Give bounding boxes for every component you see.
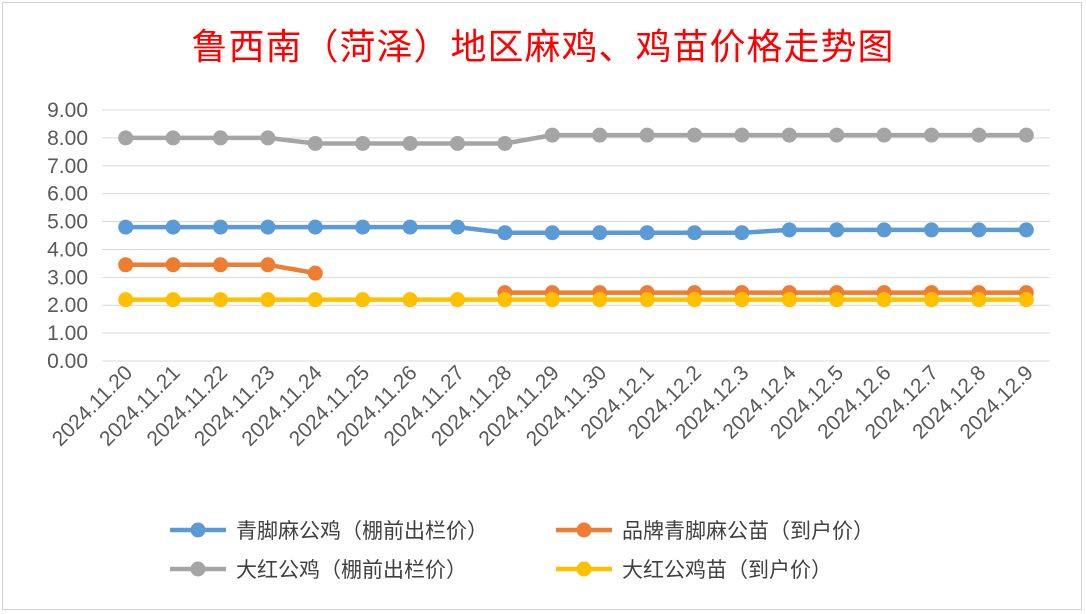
data-point [734, 127, 750, 143]
legend-marker [190, 561, 206, 577]
data-point [734, 292, 750, 308]
data-point [592, 225, 608, 241]
series-3 [118, 292, 1034, 308]
data-point [924, 127, 939, 143]
data-point [1018, 222, 1034, 238]
data-point [829, 222, 845, 238]
data-point [639, 127, 655, 143]
data-point [165, 257, 181, 273]
data-point [450, 219, 465, 235]
data-point [829, 292, 845, 308]
data-point [118, 292, 134, 308]
data-point [307, 265, 323, 281]
data-point [260, 219, 276, 235]
data-point [450, 292, 465, 308]
data-point [592, 127, 608, 143]
data-point [213, 219, 228, 235]
data-point [734, 225, 750, 241]
data-point [544, 225, 560, 241]
data-point [402, 292, 418, 308]
data-point [924, 292, 939, 308]
data-point [687, 292, 702, 308]
legend-label: 品牌青脚麻公苗（到户价） [622, 519, 874, 543]
legend-marker [576, 522, 592, 538]
data-point [307, 292, 323, 308]
data-point [497, 225, 513, 241]
data-point [497, 135, 513, 151]
data-point [781, 127, 797, 143]
data-point [639, 225, 655, 241]
series-line [125, 132, 1027, 146]
legend-label: 大红公鸡苗（到户价） [622, 558, 832, 582]
chart-title: 鲁西南（菏泽）地区麻鸡、鸡苗价格走势图 [191, 27, 895, 68]
legend-label: 大红公鸡（棚前出栏价） [236, 558, 467, 582]
data-point [924, 222, 939, 238]
legend-marker [576, 561, 592, 577]
data-point [1018, 127, 1034, 143]
data-point [118, 257, 134, 273]
data-point [213, 257, 228, 273]
data-point [876, 222, 892, 238]
data-point [355, 135, 371, 151]
data-point [544, 292, 560, 308]
y-tick-label: 1.00 [47, 322, 88, 345]
data-point [118, 130, 134, 146]
data-point [307, 219, 323, 235]
data-point [260, 292, 276, 308]
data-point [402, 219, 418, 235]
y-tick-label: 2.00 [47, 294, 88, 317]
data-point [402, 135, 418, 151]
data-point [687, 127, 702, 143]
data-point [355, 292, 371, 308]
y-tick-label: 7.00 [47, 155, 88, 178]
data-point [876, 127, 892, 143]
series-1 [118, 257, 1034, 301]
y-tick-label: 4.00 [47, 238, 88, 261]
data-point [213, 130, 228, 146]
data-point [165, 219, 181, 235]
legend-label: 青脚麻公鸡（棚前出栏价） [236, 519, 488, 543]
data-point [355, 219, 371, 235]
data-point [260, 257, 276, 273]
data-point [971, 127, 987, 143]
legend-marker [190, 522, 206, 538]
y-tick-label: 6.00 [47, 183, 88, 206]
y-tick-label: 5.00 [47, 211, 88, 234]
series-line [125, 224, 1027, 235]
y-tick-label: 8.00 [47, 127, 88, 150]
data-point [213, 292, 228, 308]
data-point [118, 219, 134, 235]
series-2 [118, 127, 1034, 151]
data-point [781, 222, 797, 238]
data-point [971, 222, 987, 238]
data-point [971, 292, 987, 308]
data-point [165, 292, 181, 308]
y-tick-label: 0.00 [47, 350, 88, 373]
data-point [544, 127, 560, 143]
data-point [687, 225, 702, 241]
data-point [1018, 292, 1034, 308]
data-point [260, 130, 276, 146]
data-point [876, 292, 892, 308]
data-point [829, 127, 845, 143]
data-point [450, 135, 465, 151]
data-point [165, 130, 181, 146]
y-tick-label: 9.00 [47, 99, 88, 122]
data-point [497, 292, 513, 308]
series-0 [118, 219, 1034, 241]
data-point [307, 135, 323, 151]
y-tick-label: 3.00 [47, 266, 88, 289]
data-point [781, 292, 797, 308]
data-point [639, 292, 655, 308]
data-point [592, 292, 608, 308]
